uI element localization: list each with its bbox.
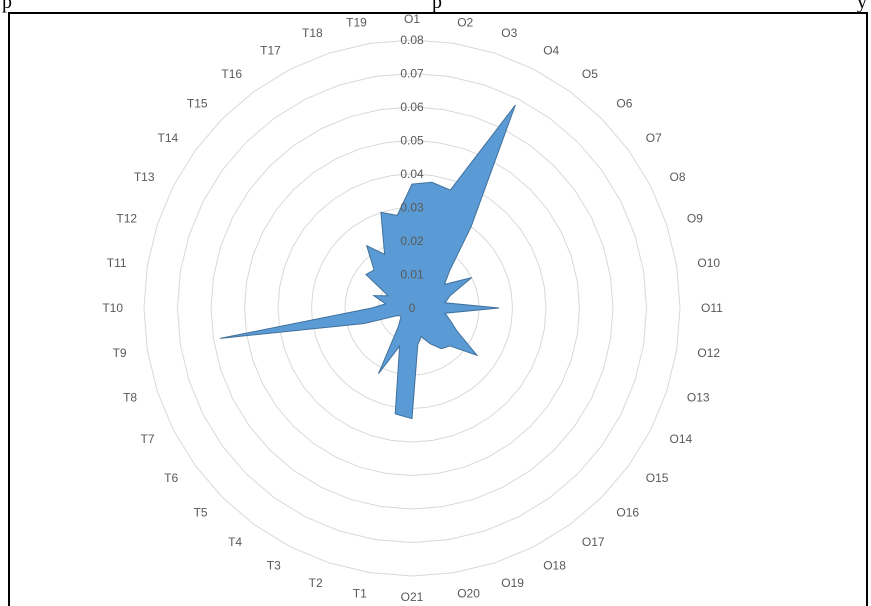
- category-label: O6: [616, 97, 632, 111]
- grid-ring: [176, 72, 648, 544]
- category-label: O9: [687, 212, 703, 226]
- radial-grid: [143, 39, 681, 577]
- category-label: T13: [134, 170, 155, 184]
- radial-tick-labels: 0 0.01 0.02 0.03 0.04 0.05 0.06 0.07 0.08: [400, 33, 424, 315]
- category-label: T1: [353, 586, 367, 600]
- category-label: T4: [228, 535, 242, 549]
- category-label: T6: [164, 471, 178, 485]
- category-label: O7: [646, 131, 662, 145]
- category-label: T17: [260, 44, 281, 58]
- category-label: O13: [687, 390, 710, 404]
- category-labels: O1 O2 O3 O4 O5 O6 O7 O8 O9 O10 O11 O12 O13 O14 O15 O16 O…: [102, 12, 723, 604]
- series-layer: [220, 104, 516, 420]
- category-label: O21: [401, 590, 424, 604]
- radial-tick-label: 0.02: [400, 234, 424, 248]
- category-label: O16: [616, 505, 639, 519]
- category-label: T16: [221, 67, 242, 81]
- category-label: T5: [194, 505, 208, 519]
- radial-tick-label: 0.06: [400, 100, 424, 114]
- category-label: O4: [543, 44, 559, 58]
- grid-ring: [143, 39, 681, 577]
- category-label: O19: [501, 576, 524, 590]
- category-label: T9: [113, 346, 127, 360]
- category-label: O11: [701, 301, 723, 315]
- radial-tick-label: 0.04: [400, 167, 424, 181]
- category-label: T19: [346, 16, 367, 30]
- radial-tick-label: 0.08: [400, 33, 424, 47]
- category-label: O1: [404, 12, 420, 26]
- doc-fragment-left: p: [2, 0, 12, 13]
- category-label: O8: [670, 170, 686, 184]
- category-label: O15: [646, 471, 669, 485]
- radial-tick-label: 0.01: [400, 268, 424, 282]
- document-text-fragment: p p y: [0, 0, 871, 14]
- radial-tick-label: 0.07: [400, 67, 424, 81]
- category-label: T18: [302, 26, 323, 40]
- category-label: T15: [187, 97, 208, 111]
- category-label: T7: [140, 432, 154, 446]
- category-label: T12: [116, 212, 137, 226]
- category-label: T14: [158, 131, 179, 145]
- doc-fragment-mid: p: [432, 0, 442, 13]
- category-label: T8: [123, 390, 137, 404]
- series-area: [220, 104, 516, 420]
- category-label: T11: [107, 256, 127, 270]
- category-label: O5: [582, 67, 598, 81]
- category-label: T10: [102, 301, 123, 315]
- category-label: O2: [457, 16, 473, 30]
- radial-tick-label: 0.05: [400, 134, 424, 148]
- category-label: T2: [309, 576, 323, 590]
- grid-ring: [243, 139, 581, 477]
- category-label: O14: [670, 432, 693, 446]
- category-label: O18: [543, 559, 566, 573]
- category-label: O3: [501, 26, 517, 40]
- radial-tick-label: 0: [409, 301, 416, 315]
- category-label: T3: [267, 559, 281, 573]
- radial-tick-label: 0.03: [400, 201, 424, 215]
- category-label: O10: [697, 256, 720, 270]
- grid-ring: [210, 106, 614, 510]
- doc-fragment-right: y: [857, 0, 867, 13]
- category-label: O20: [457, 586, 480, 600]
- category-label: O12: [697, 346, 720, 360]
- grid-ring: [277, 173, 547, 443]
- category-label: O17: [582, 535, 605, 549]
